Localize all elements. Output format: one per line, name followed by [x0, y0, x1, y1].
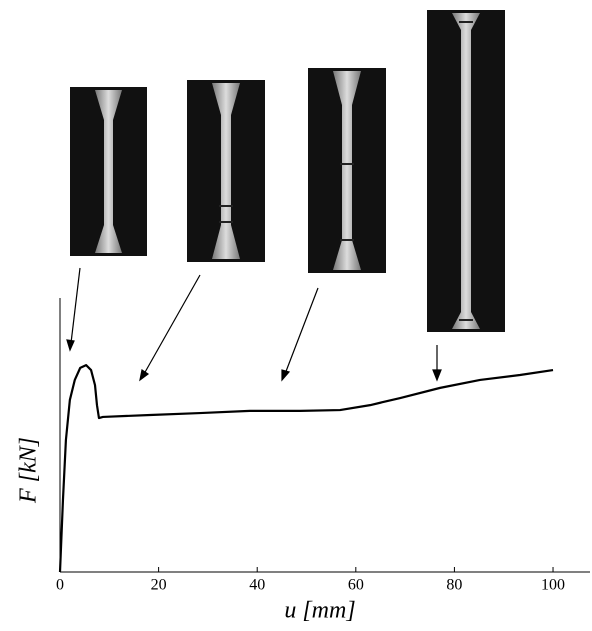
- y-axis-label: F [kN]: [16, 437, 42, 504]
- x-tick-label: 100: [541, 577, 565, 594]
- x-axis-label: u [mm]: [284, 598, 355, 624]
- data-line: [58, 364, 554, 573]
- x-tick-label: 20: [151, 577, 167, 594]
- x-tick-label: 0: [56, 577, 64, 594]
- arrows: [66, 267, 442, 382]
- x-tick-label: 60: [348, 577, 364, 594]
- x-tick-label: 40: [249, 577, 265, 594]
- x-tick-label: 80: [446, 577, 462, 594]
- specimen-photos: [70, 10, 505, 332]
